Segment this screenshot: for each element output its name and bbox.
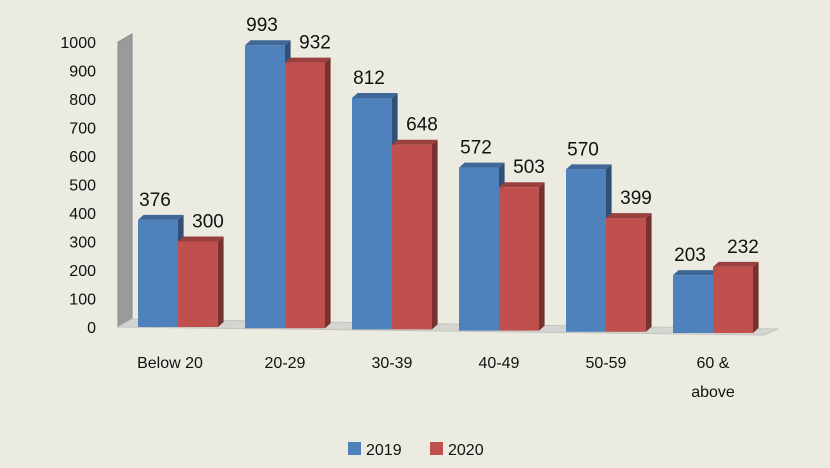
legend-swatch xyxy=(348,442,361,455)
y-tick-label: 200 xyxy=(69,263,96,280)
bar-top xyxy=(392,139,438,145)
bar-side xyxy=(432,139,438,330)
legend-label: 2019 xyxy=(366,442,402,459)
bar-2020-3 xyxy=(499,182,545,331)
bar-2019-4 xyxy=(566,164,612,332)
data-label: 648 xyxy=(406,115,438,136)
bar-top xyxy=(459,162,505,168)
x-tick-label: Below 20 xyxy=(137,355,203,372)
bar-side xyxy=(539,182,545,331)
bar-front xyxy=(245,45,285,329)
y-axis: 0 100 200 300 400 500 600 700 800 900 1000 xyxy=(60,35,96,337)
data-label: 572 xyxy=(460,138,492,159)
y-tick-label: 500 xyxy=(69,178,96,195)
bar-top xyxy=(606,213,652,219)
data-label: 203 xyxy=(674,245,706,266)
legend-item-2020: 2020 xyxy=(430,442,484,459)
y-tick-label: 300 xyxy=(69,235,96,252)
legend: 2019 2020 xyxy=(348,442,484,459)
y-tick-label: 0 xyxy=(87,320,96,337)
bar-2019-5 xyxy=(673,270,719,333)
y-tick-label: 700 xyxy=(69,121,96,138)
bar-side xyxy=(218,236,224,327)
bar-front xyxy=(138,219,178,327)
y-tick-label: 900 xyxy=(69,64,96,81)
y-tick-label: 400 xyxy=(69,206,96,223)
y-tick-label: 1000 xyxy=(60,35,96,52)
data-label: 399 xyxy=(620,188,652,209)
bar-front xyxy=(178,241,218,327)
legend-label: 2020 xyxy=(448,442,484,459)
data-label: 812 xyxy=(353,68,385,89)
bar-2020-5 xyxy=(713,261,759,333)
bar-top xyxy=(285,57,331,63)
bar-top xyxy=(566,164,612,170)
data-label: 300 xyxy=(192,212,224,233)
bar-front xyxy=(392,144,432,330)
data-label: 503 xyxy=(513,157,545,178)
bar-top xyxy=(245,40,291,46)
x-tick-label: 30-39 xyxy=(372,355,413,372)
bar-top xyxy=(138,214,184,220)
bar-top xyxy=(673,270,719,276)
x-tick-label: 40-49 xyxy=(479,355,520,372)
data-label: 376 xyxy=(139,190,171,211)
data-label: 993 xyxy=(246,15,278,36)
data-labels: 376 300 993 932 812 648 572 503 570 399 203 232 xyxy=(139,15,759,266)
bar-top xyxy=(352,92,398,98)
bar-side xyxy=(325,57,331,329)
bar-2019-1 xyxy=(245,40,291,329)
legend-item-2019: 2019 xyxy=(348,442,402,459)
bar-2019-0 xyxy=(138,214,184,327)
bar-front xyxy=(566,169,606,332)
chart-back-wall xyxy=(117,33,133,328)
data-label: 932 xyxy=(299,33,331,54)
bars xyxy=(138,40,759,333)
side-wall xyxy=(117,33,133,328)
y-tick-label: 600 xyxy=(69,149,96,166)
x-tick-label: 20-29 xyxy=(265,355,306,372)
bar-2020-0 xyxy=(178,236,224,327)
bar-2019-2 xyxy=(352,92,398,330)
bar-front xyxy=(713,266,753,333)
bar-top xyxy=(499,182,545,188)
data-label: 232 xyxy=(727,237,759,258)
bar-front xyxy=(285,62,325,329)
bar-front xyxy=(673,275,713,333)
bar-front xyxy=(459,167,499,331)
x-axis: Below 20 20-29 30-39 40-49 50-59 60 & above xyxy=(137,355,735,401)
bar-side xyxy=(646,213,652,332)
x-tick-label: 60 & above xyxy=(691,355,735,401)
bar-front xyxy=(352,97,392,330)
bar-2019-3 xyxy=(459,162,505,331)
bar-front xyxy=(606,218,646,332)
bar-top xyxy=(713,261,759,267)
bar-2020-1 xyxy=(285,57,331,329)
y-tick-label: 800 xyxy=(69,92,96,109)
legend-swatch xyxy=(430,442,443,455)
bar-2020-2 xyxy=(392,139,438,330)
bar-front xyxy=(499,187,539,331)
bar-side xyxy=(753,261,759,333)
bar-2020-4 xyxy=(606,213,652,332)
x-tick-label: 50-59 xyxy=(586,355,627,372)
bar-top xyxy=(178,236,224,242)
y-tick-label: 100 xyxy=(69,292,96,309)
data-label: 570 xyxy=(567,139,599,160)
